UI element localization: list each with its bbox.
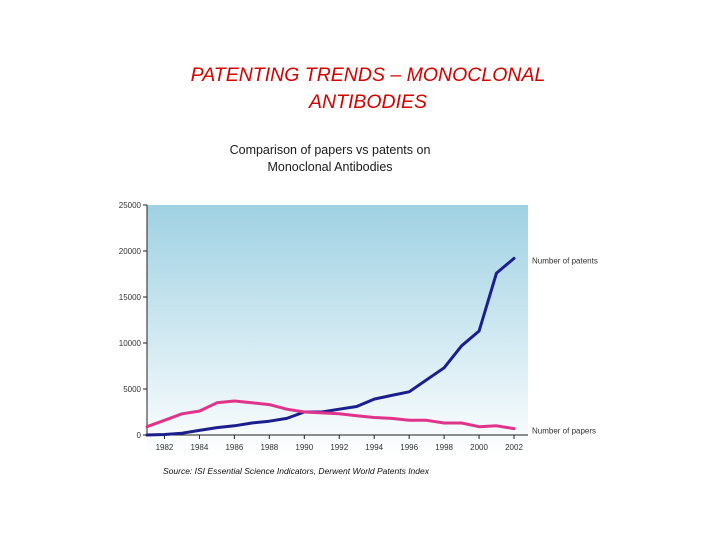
x-tick-label: 1998 [435, 443, 453, 452]
y-tick-label: 20000 [119, 247, 142, 256]
x-tick-label: 1982 [156, 443, 174, 452]
chart-series-lines [145, 256, 516, 437]
plot-background [147, 205, 528, 457]
chart-heading-line-2: Monoclonal Antibodies [267, 160, 393, 174]
series-label-patents: Number of patents [532, 256, 598, 265]
y-tick-label: 25000 [119, 201, 142, 210]
chart-axes [143, 204, 528, 439]
source-note: Source: ISI Essential Science Indicators… [163, 466, 430, 476]
slide-title-line-1: PATENTING TRENDS – MONOCLONAL [190, 64, 546, 86]
x-tick-label: 2000 [470, 443, 488, 452]
x-tick-label: 1990 [295, 443, 313, 452]
x-tick-label: 1994 [365, 443, 383, 452]
chart-heading-line-1: Comparison of papers vs patents on [229, 143, 431, 157]
chart-labels: 0 5000 10000 15000 20000 25000 1982 1984 1986 198… [119, 201, 598, 452]
x-tick-label: 2002 [505, 443, 523, 452]
y-tick-label: 0 [137, 431, 142, 440]
x-tick-label: 1986 [225, 443, 243, 452]
chart-heading: Comparison of papers vs patents on Monoc… [180, 142, 480, 176]
x-tick-label: 1996 [400, 443, 418, 452]
series-label-papers: Number of papers [532, 427, 596, 436]
x-tick-label: 1992 [330, 443, 348, 452]
slide-title-line-2: ANTIBODIES [308, 91, 428, 113]
x-tick-label: 1984 [191, 443, 209, 452]
series-line-patents [145, 256, 516, 437]
slide-title: PATENTING TRENDS – MONOCLONAL ANTIBODIES [0, 62, 720, 116]
y-tick-label: 10000 [119, 339, 142, 348]
x-tick-label: 1988 [260, 443, 278, 452]
y-tick-label: 15000 [119, 293, 142, 302]
series-line-papers [145, 399, 516, 431]
y-tick-label: 5000 [123, 385, 141, 394]
